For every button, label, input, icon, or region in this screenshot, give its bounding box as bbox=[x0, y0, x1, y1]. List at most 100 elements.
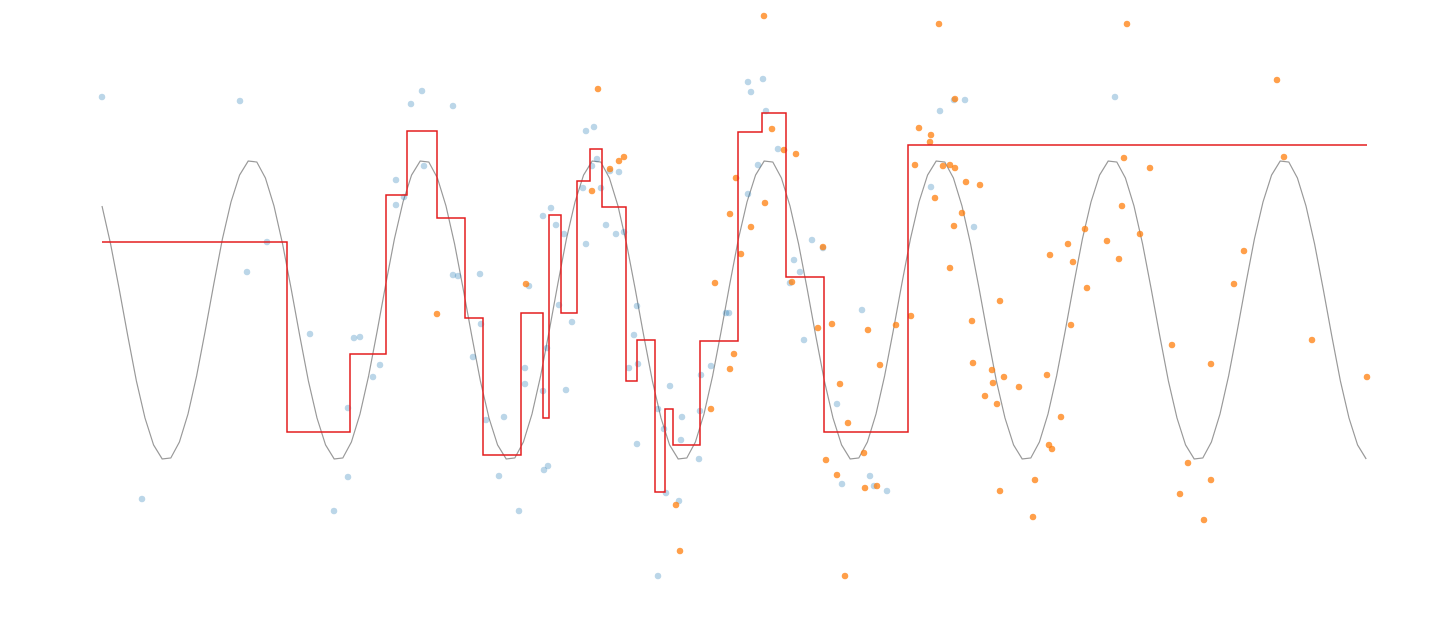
point bbox=[1240, 247, 1248, 255]
point bbox=[1057, 413, 1065, 421]
point bbox=[833, 400, 841, 408]
point bbox=[754, 161, 762, 169]
point bbox=[138, 495, 146, 503]
point bbox=[833, 471, 841, 479]
point bbox=[392, 201, 400, 209]
point bbox=[660, 425, 668, 433]
point bbox=[968, 317, 976, 325]
point bbox=[676, 547, 684, 555]
point bbox=[737, 250, 745, 258]
point bbox=[1308, 336, 1316, 344]
point bbox=[711, 279, 719, 287]
point bbox=[822, 456, 830, 464]
point bbox=[836, 380, 844, 388]
point bbox=[1168, 341, 1176, 349]
point bbox=[993, 400, 1001, 408]
point bbox=[866, 472, 874, 480]
point bbox=[961, 96, 969, 104]
point bbox=[630, 331, 638, 339]
point bbox=[951, 164, 959, 172]
point bbox=[418, 87, 426, 95]
point bbox=[876, 361, 884, 369]
point bbox=[482, 416, 490, 424]
point bbox=[958, 209, 966, 217]
point bbox=[615, 168, 623, 176]
point bbox=[725, 309, 733, 317]
point bbox=[697, 371, 705, 379]
point bbox=[615, 157, 623, 165]
point bbox=[1069, 258, 1077, 266]
point bbox=[672, 501, 680, 509]
point bbox=[1207, 476, 1215, 484]
point bbox=[858, 306, 866, 314]
point bbox=[562, 386, 570, 394]
point bbox=[726, 365, 734, 373]
point bbox=[1103, 237, 1111, 245]
point bbox=[612, 230, 620, 238]
point bbox=[420, 162, 428, 170]
point bbox=[602, 221, 610, 229]
point bbox=[796, 268, 804, 276]
point bbox=[654, 572, 662, 580]
point bbox=[744, 190, 752, 198]
point bbox=[759, 75, 767, 83]
point bbox=[449, 271, 457, 279]
point bbox=[1123, 20, 1131, 28]
point bbox=[356, 333, 364, 341]
point bbox=[1115, 255, 1123, 263]
point bbox=[376, 361, 384, 369]
point bbox=[814, 324, 822, 332]
point bbox=[962, 178, 970, 186]
point bbox=[935, 20, 943, 28]
point bbox=[1230, 280, 1238, 288]
point bbox=[707, 362, 715, 370]
point bbox=[981, 392, 989, 400]
point bbox=[582, 240, 590, 248]
point bbox=[892, 321, 900, 329]
point bbox=[330, 507, 338, 515]
point bbox=[1363, 373, 1371, 381]
point bbox=[521, 364, 529, 372]
point bbox=[654, 405, 662, 413]
point bbox=[1136, 230, 1144, 238]
point bbox=[936, 107, 944, 115]
point bbox=[449, 102, 457, 110]
point bbox=[552, 221, 560, 229]
point bbox=[915, 124, 923, 132]
point bbox=[344, 473, 352, 481]
point bbox=[988, 366, 996, 374]
point bbox=[808, 236, 816, 244]
point bbox=[1120, 154, 1128, 162]
point bbox=[666, 382, 674, 390]
point bbox=[844, 419, 852, 427]
point bbox=[861, 484, 869, 492]
point bbox=[633, 302, 641, 310]
point bbox=[976, 181, 984, 189]
point bbox=[926, 138, 934, 146]
point bbox=[1048, 445, 1056, 453]
point bbox=[560, 230, 568, 238]
point bbox=[730, 350, 738, 358]
point bbox=[946, 161, 954, 169]
point bbox=[744, 78, 752, 86]
point bbox=[761, 199, 769, 207]
point bbox=[911, 161, 919, 169]
point bbox=[1000, 373, 1008, 381]
point bbox=[768, 125, 776, 133]
point bbox=[883, 487, 891, 495]
point bbox=[98, 93, 106, 101]
point bbox=[788, 278, 796, 286]
point bbox=[1031, 476, 1039, 484]
point bbox=[495, 472, 503, 480]
point bbox=[522, 280, 530, 288]
point bbox=[539, 212, 547, 220]
point bbox=[521, 380, 529, 388]
point bbox=[500, 413, 508, 421]
point bbox=[1111, 93, 1119, 101]
point bbox=[678, 413, 686, 421]
point bbox=[996, 297, 1004, 305]
point bbox=[747, 223, 755, 231]
point bbox=[774, 145, 782, 153]
point bbox=[606, 165, 614, 173]
